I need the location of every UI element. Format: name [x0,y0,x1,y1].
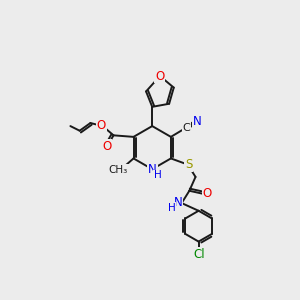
Text: N: N [173,196,182,209]
Text: N: N [148,164,157,176]
Text: O: O [102,140,111,153]
Text: N: N [193,115,201,128]
Text: O: O [155,70,164,83]
Text: C: C [182,123,190,133]
Text: O: O [97,119,106,132]
Text: O: O [202,187,212,200]
Text: H: H [154,170,161,180]
Text: Cl: Cl [194,248,205,261]
Text: S: S [185,158,192,171]
Text: CH₃: CH₃ [109,165,128,175]
Text: H: H [168,203,176,213]
